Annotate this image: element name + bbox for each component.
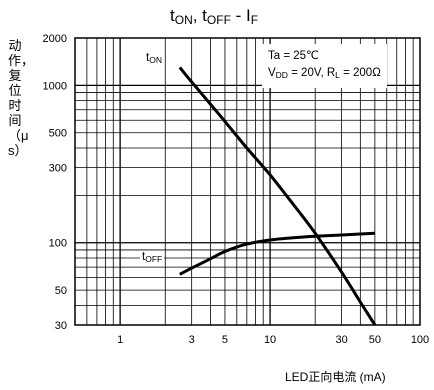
x-tick-label: 100 bbox=[411, 334, 429, 346]
y-tick-label: 50 bbox=[55, 285, 67, 297]
x-tick-label: 3 bbox=[189, 334, 195, 346]
y-tick-label: 100 bbox=[49, 238, 67, 250]
y-tick-label: 500 bbox=[49, 128, 67, 140]
y-tick-label: 2000 bbox=[43, 33, 67, 45]
test-conditions: Ta = 25℃ VDD = 20V, RL = 200Ω bbox=[262, 44, 387, 88]
series-label-ton: tON bbox=[144, 52, 164, 65]
x-tick-label: 5 bbox=[222, 334, 228, 346]
x-tick-label: 1 bbox=[117, 334, 123, 346]
tick-labels: 1 3 5 10 30 50 100 30 50 100 300 500 1000 2000 bbox=[43, 33, 430, 346]
plot-frame bbox=[74, 37, 421, 326]
series-line-ton bbox=[178, 66, 377, 326]
chart-title: tON, tOFF - IF bbox=[170, 6, 259, 27]
series-label-toff: tOFF bbox=[140, 251, 165, 264]
curves bbox=[178, 66, 377, 326]
x-axis-label: LED正向电流 (mA) bbox=[285, 370, 386, 384]
y-tick-label: 1000 bbox=[43, 80, 67, 92]
y-tick-label: 300 bbox=[49, 163, 67, 175]
y-axis-label: 动作，复位时间（μs） bbox=[8, 38, 35, 158]
condition-temperature: Ta = 25℃ bbox=[268, 50, 319, 62]
x-tick-label: 50 bbox=[369, 334, 381, 346]
x-tick-label: 10 bbox=[264, 334, 276, 346]
x-tick-label: 30 bbox=[335, 334, 347, 346]
y-tick-label: 30 bbox=[55, 320, 67, 332]
series-line-toff bbox=[179, 231, 375, 276]
condition-voltage-load: VDD = 20V, RL = 200Ω bbox=[268, 67, 381, 80]
